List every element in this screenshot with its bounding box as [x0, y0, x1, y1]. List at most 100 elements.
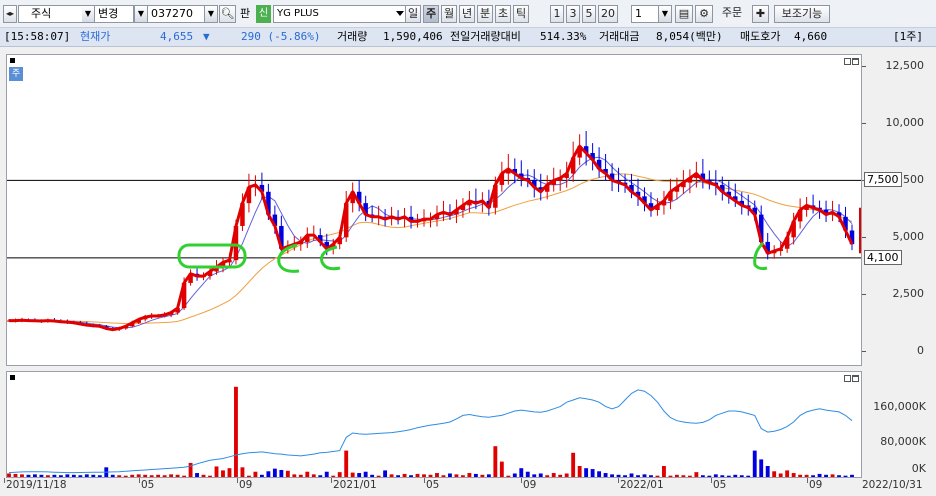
period-week-button[interactable]: 주	[423, 5, 439, 23]
period-year-button[interactable]: 년	[459, 5, 475, 23]
price-chart-pane[interactable]: 주	[6, 54, 862, 366]
minimize-icon[interactable]	[844, 58, 851, 65]
volume-bar	[298, 474, 303, 477]
volume-bar	[156, 474, 161, 477]
candle-body	[467, 200, 472, 206]
date-tick-label: 09	[239, 479, 253, 491]
volume-bar	[240, 467, 245, 477]
date-tick-mark	[618, 478, 619, 483]
volume-bar	[136, 474, 141, 477]
volume-bar	[396, 475, 401, 477]
indicator-button[interactable]: 보조기능	[774, 5, 830, 23]
price-value: 4,655	[160, 30, 194, 43]
date-tick-label: 05	[141, 479, 155, 491]
candle-body	[687, 178, 693, 183]
volume-bar	[798, 474, 803, 477]
volume-bar	[720, 475, 725, 477]
chevron-down-icon[interactable]: ▼	[204, 6, 217, 22]
period-day-button[interactable]: 일	[405, 5, 421, 23]
pane-menu-icon[interactable]	[10, 58, 15, 63]
volume-bar	[538, 473, 543, 477]
menu-toggle-icon[interactable]: ◂▸	[3, 5, 17, 23]
volume-bar	[71, 474, 76, 477]
volume-bar	[318, 475, 323, 477]
date-tick-label: 09	[809, 479, 823, 491]
volume-bar	[285, 470, 290, 477]
period-tick-button[interactable]: 틱	[513, 5, 529, 23]
period-second-button[interactable]: 초	[495, 5, 511, 23]
order-button[interactable]: 주문	[721, 6, 743, 19]
volume-bar	[687, 475, 692, 477]
candle-body	[363, 203, 368, 215]
date-tick-mark	[139, 478, 140, 483]
interval-5-button[interactable]: 5	[582, 5, 596, 23]
save-icon[interactable]: ▤	[675, 5, 693, 23]
weekly-badge[interactable]: 주	[9, 67, 23, 81]
volume-bar	[616, 474, 621, 477]
volume-bar	[584, 468, 589, 477]
volume-bar	[726, 475, 731, 477]
candle-body	[214, 266, 219, 272]
candle-body	[434, 214, 440, 220]
period-minute-button[interactable]: 분	[477, 5, 493, 23]
interval-1-button[interactable]: 1	[550, 5, 564, 23]
chevron-down-icon[interactable]: ▼	[82, 6, 95, 22]
current-marker	[859, 207, 861, 254]
candle-body	[836, 212, 842, 217]
highlight-mark	[320, 245, 341, 271]
pane-menu-icon[interactable]	[10, 375, 15, 380]
stock-code-input[interactable]: ▼ 037270 ▼	[134, 5, 218, 23]
volume-bar	[110, 474, 115, 477]
candle-body	[739, 200, 745, 206]
volume-bar	[363, 471, 368, 477]
volume-bar	[33, 474, 37, 477]
prev-volume-ratio-value: 514.33%	[540, 30, 587, 43]
volume-bar	[389, 474, 394, 477]
date-tick-label: 2022/10/31	[862, 479, 923, 491]
minimize-icon[interactable]	[844, 375, 851, 382]
candle-body	[583, 146, 589, 154]
volume-bar	[817, 473, 822, 477]
candle-body	[758, 214, 764, 242]
candle-body	[350, 191, 355, 204]
period-month-button[interactable]: 월	[441, 5, 457, 23]
price-label: 현재가	[80, 30, 111, 43]
volume-bar	[700, 475, 705, 477]
interval-3-button[interactable]: 3	[566, 5, 580, 23]
interval-20-button[interactable]: 20	[598, 5, 618, 23]
volume-bar	[20, 474, 24, 477]
volume-bar	[195, 473, 199, 477]
interval-select[interactable]: 1 ▼	[631, 5, 672, 23]
candle-body	[629, 184, 634, 192]
candle-body	[356, 191, 362, 204]
plus-icon[interactable]: ✚	[752, 5, 769, 23]
candle-body	[609, 173, 615, 181]
candle-body	[655, 205, 660, 210]
pan-label: 판	[240, 7, 251, 20]
volume-bar	[26, 474, 31, 477]
volume-bar	[91, 474, 96, 477]
volume-chart-pane[interactable]	[6, 371, 862, 478]
volume-bar	[253, 471, 258, 477]
candle-body	[700, 173, 706, 181]
candle-body	[343, 203, 349, 238]
change-select[interactable]: 변경 ▼	[82, 5, 134, 23]
search-icon[interactable]: 🔍︎	[219, 5, 236, 23]
volume-bar	[525, 471, 530, 477]
chevron-down-icon[interactable]: ▼	[658, 6, 671, 22]
volume-bar	[629, 473, 634, 477]
volume-bar	[39, 474, 44, 477]
volume-bar	[221, 470, 225, 477]
volume-axis: 160,000K 80,000K 0K	[862, 371, 932, 478]
chevron-down-icon[interactable]: ▼	[135, 6, 148, 22]
candle-body	[259, 184, 265, 192]
maximize-icon[interactable]	[852, 375, 859, 382]
maximize-icon[interactable]	[852, 58, 859, 65]
candle-body	[791, 221, 796, 238]
volume-value: 1,590,406	[383, 30, 443, 43]
gear-icon[interactable]: ⚙	[695, 5, 713, 23]
candle-body	[318, 235, 323, 242]
date-tick-mark	[331, 478, 332, 483]
volume-bar	[674, 474, 679, 477]
price-tick-label: 2,500	[892, 287, 925, 301]
